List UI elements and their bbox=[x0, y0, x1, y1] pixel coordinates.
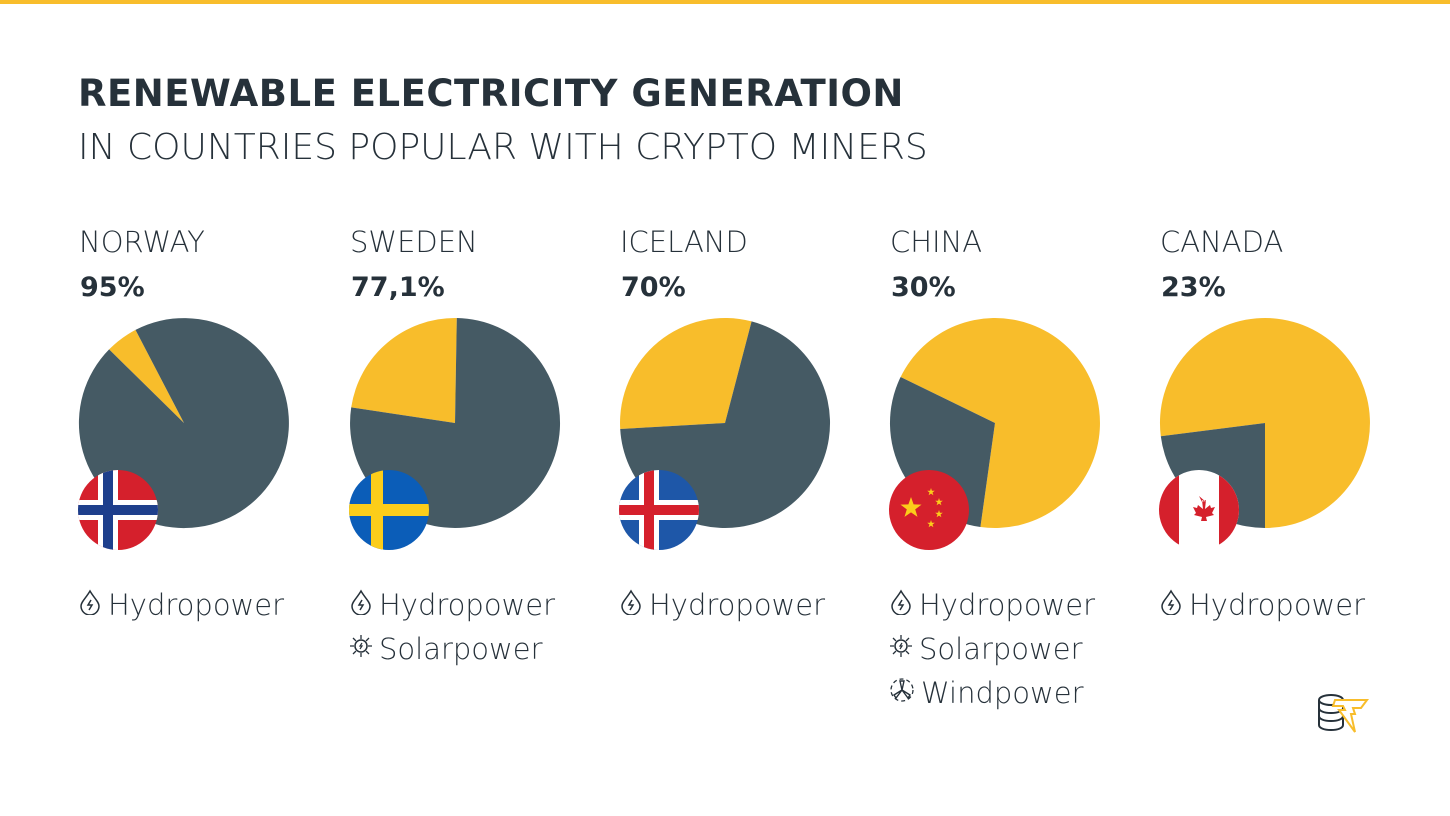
source-item: Hydropower bbox=[1159, 583, 1365, 627]
source-item: Hydropower bbox=[78, 583, 284, 627]
pie-slice-other bbox=[109, 329, 184, 423]
flag-sweden bbox=[349, 470, 429, 550]
flag-norway bbox=[78, 470, 158, 550]
logo-icon bbox=[1315, 690, 1371, 740]
pie-slice-other bbox=[351, 317, 457, 423]
source-label: Hydropower bbox=[919, 588, 1096, 622]
pie-slice-other bbox=[620, 317, 752, 429]
source-label: Hydropower bbox=[379, 588, 556, 622]
country-name: CANADA bbox=[1160, 225, 1284, 259]
hydro-icon bbox=[349, 588, 379, 622]
hydro-icon bbox=[889, 588, 919, 622]
solar-icon bbox=[349, 632, 379, 666]
renewable-percent-label: 95% bbox=[80, 272, 145, 303]
renewable-percent-label: 23% bbox=[1161, 272, 1226, 303]
solar-icon bbox=[889, 632, 919, 666]
hydro-icon bbox=[1159, 588, 1189, 622]
country-name: CHINA bbox=[890, 225, 983, 259]
renewable-percent-label: 30% bbox=[891, 272, 956, 303]
top-accent-bar bbox=[0, 0, 1450, 4]
country-canada: CANADA 23% Hydropower bbox=[1159, 225, 1419, 622]
source-label: Solarpower bbox=[919, 632, 1083, 666]
pie-slice-other bbox=[1159, 318, 1370, 528]
wind-icon bbox=[889, 676, 921, 710]
country-name: SWEDEN bbox=[350, 225, 478, 259]
country-iceland: ICELAND 70% Hydropower bbox=[619, 225, 879, 622]
hydro-icon bbox=[78, 588, 108, 622]
source-item: Solarpower bbox=[889, 627, 1095, 671]
country-name: ICELAND bbox=[620, 225, 748, 259]
source-item: Solarpower bbox=[349, 627, 555, 671]
renewable-percent-label: 70% bbox=[621, 272, 686, 303]
page-title: RENEWABLE ELECTRICITY GENERATION bbox=[78, 72, 904, 115]
page-subtitle: IN COUNTRIES POPULAR WITH CRYPTO MINERS bbox=[78, 127, 928, 168]
source-label: Solarpower bbox=[379, 632, 543, 666]
flag-iceland bbox=[619, 470, 699, 550]
flag-china bbox=[889, 470, 969, 550]
country-norway: NORWAY 95% Hydropower bbox=[78, 225, 338, 622]
source-item: Hydropower bbox=[889, 583, 1095, 627]
source-label: Windpower bbox=[921, 676, 1084, 710]
country-name: NORWAY bbox=[79, 225, 205, 259]
source-label: Hydropower bbox=[1189, 588, 1366, 622]
pie-slice-other bbox=[900, 318, 1100, 529]
source-item: Windpower bbox=[889, 671, 1095, 715]
source-item: Hydropower bbox=[619, 583, 825, 627]
source-label: Hydropower bbox=[649, 588, 826, 622]
flag-canada bbox=[1159, 470, 1239, 550]
source-item: Hydropower bbox=[349, 583, 555, 627]
hydro-icon bbox=[619, 588, 649, 622]
source-label: Hydropower bbox=[108, 588, 285, 622]
country-china: CHINA 30% Hydropower Solarpower Windpower bbox=[889, 225, 1149, 710]
country-sweden: SWEDEN 77,1% Hydropower Solarpower bbox=[349, 225, 609, 666]
renewable-percent-label: 77,1% bbox=[351, 272, 445, 303]
